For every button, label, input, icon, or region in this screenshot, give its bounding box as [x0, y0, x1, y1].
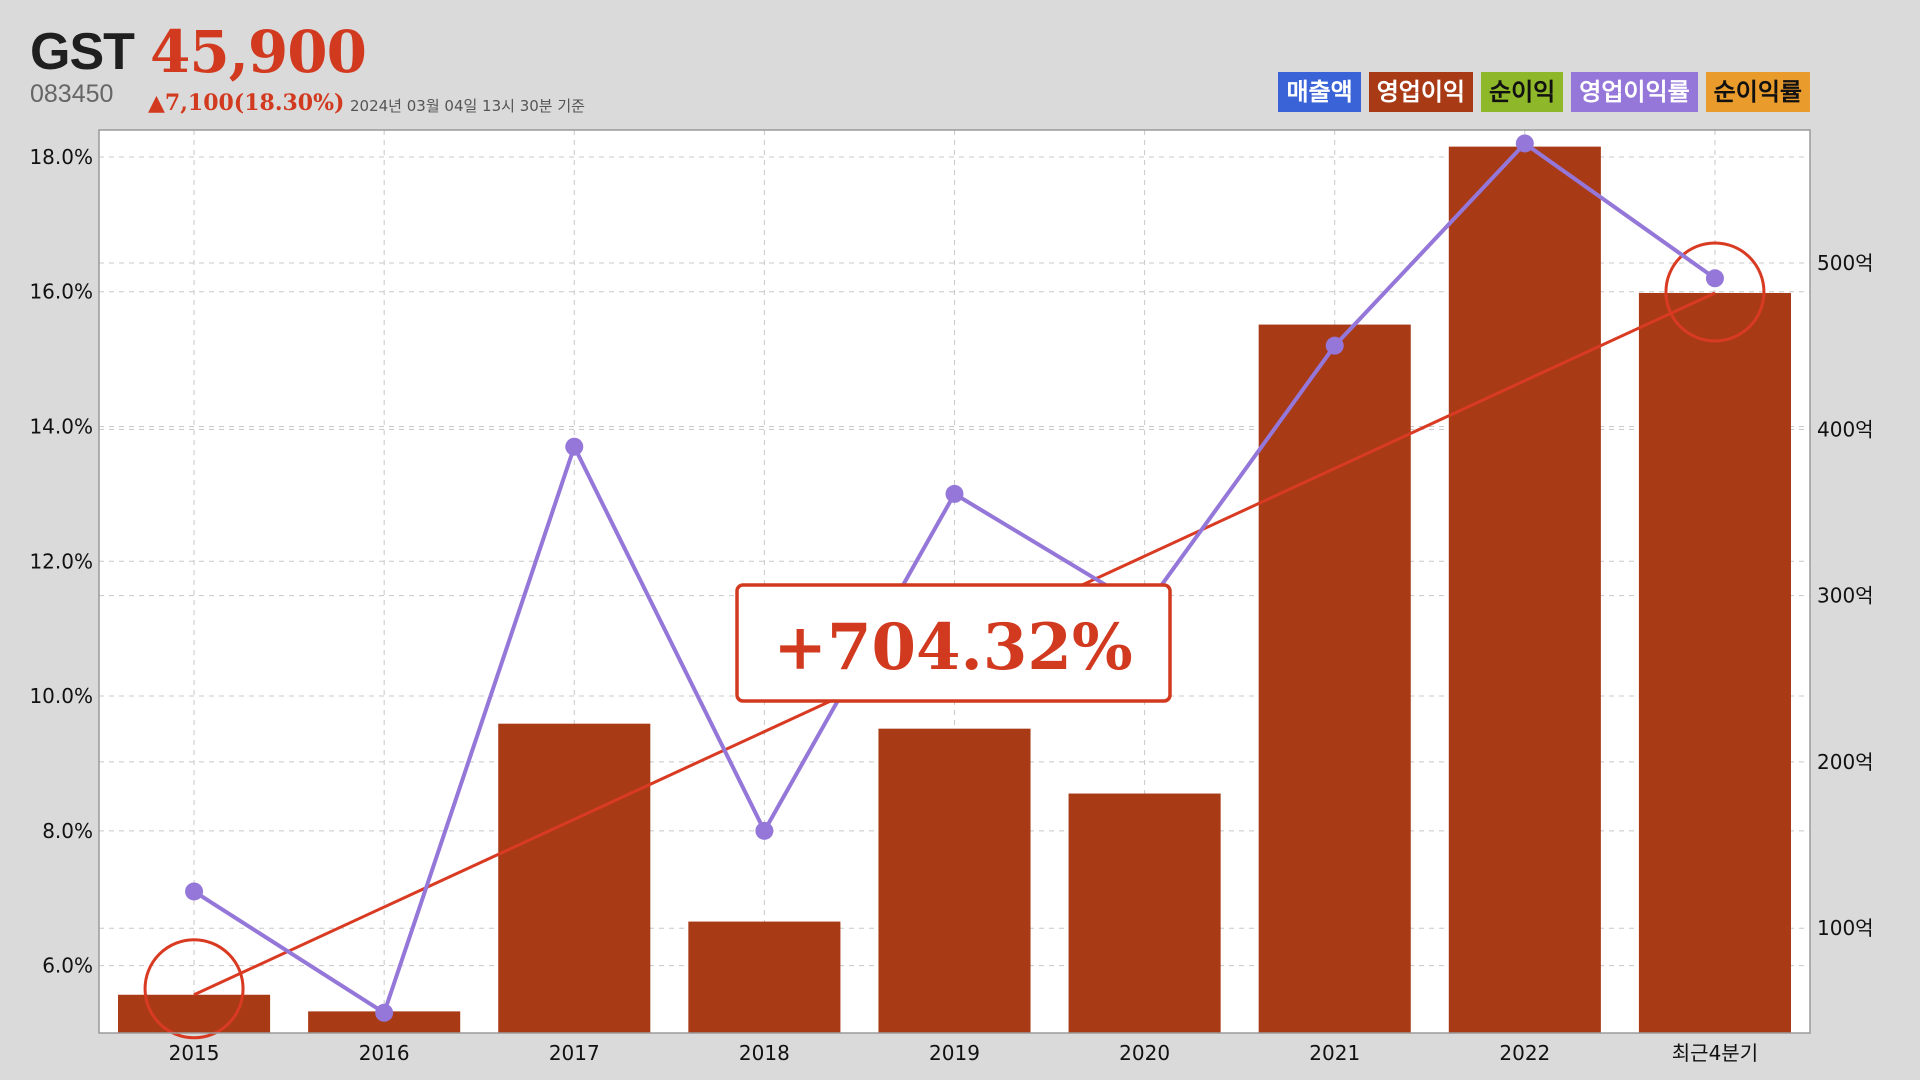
bar-2022: [1448, 146, 1601, 1034]
x-tick-label: 최근4분기: [1672, 1041, 1758, 1065]
legend-operating-profit[interactable]: 영업이익: [1368, 72, 1474, 112]
y-tick-right: 200억: [1817, 750, 1874, 774]
bar-최근4분기: [1638, 292, 1791, 1033]
margin-point-2018: [755, 821, 774, 840]
bar-2018: [688, 921, 841, 1033]
bar-2017: [498, 723, 651, 1033]
y-tick-left: 18.0%: [29, 145, 93, 169]
price-change: ▲7,100(18.30%): [148, 90, 345, 116]
margin-point-2017: [565, 437, 584, 456]
chart-legend: 매출액 영업이익 순이익 영업이익률 순이익률: [1278, 72, 1810, 112]
margin-point-2015: [185, 882, 204, 901]
legend-net-margin[interactable]: 순이익률: [1705, 72, 1810, 112]
legend-revenue[interactable]: 매출액: [1278, 72, 1361, 112]
y-tick-right: 400억: [1817, 417, 1874, 441]
margin-point-최근4분기: [1705, 269, 1724, 288]
trend-end-circle: [1664, 241, 1766, 343]
x-tick-label: 2020: [1119, 1041, 1170, 1065]
bar-2016: [308, 1011, 461, 1033]
x-tick-label: 2021: [1309, 1041, 1360, 1065]
margin-point-2016: [375, 1003, 394, 1022]
as-of-timestamp: 2024년 03월 04일 13시 30분 기준: [350, 97, 585, 115]
y-tick-left: 8.0%: [42, 819, 93, 843]
x-tick-label: 2017: [549, 1041, 600, 1065]
x-tick-label: 2018: [739, 1041, 790, 1065]
growth-annotation-box: [735, 583, 1172, 703]
margin-point-2022: [1515, 134, 1534, 153]
y-tick-right: 300억: [1817, 584, 1874, 608]
margin-point-2021: [1325, 336, 1344, 355]
y-tick-left: 14.0%: [29, 415, 93, 439]
trend-start-circle: [143, 938, 245, 1040]
y-tick-left: 6.0%: [42, 954, 93, 978]
x-tick-label: 2022: [1499, 1041, 1550, 1065]
bar-2019: [878, 728, 1031, 1033]
plot-border: [98, 129, 1811, 1034]
bar-2021: [1258, 324, 1411, 1033]
growth-annotation: +704.32%: [773, 610, 1132, 685]
x-tick-label: 2019: [929, 1041, 980, 1065]
y-tick-left: 10.0%: [29, 684, 93, 708]
y-tick-left: 12.0%: [29, 549, 93, 573]
ticker-name: GST: [30, 23, 135, 81]
stock-code: 083450: [30, 80, 114, 108]
y-tick-right: 500억: [1817, 251, 1874, 275]
bar-2020: [1068, 793, 1221, 1033]
legend-net-income[interactable]: 순이익: [1481, 72, 1564, 112]
legend-operating-margin[interactable]: 영업이익률: [1571, 72, 1698, 112]
current-price: 45,900: [150, 18, 367, 86]
margin-point-2019: [945, 484, 964, 503]
x-tick-label: 2016: [359, 1041, 410, 1065]
x-tick-label: 2015: [169, 1041, 220, 1065]
bar-2015: [118, 994, 271, 1033]
y-tick-right: 100억: [1817, 916, 1874, 940]
y-tick-left: 16.0%: [29, 280, 93, 304]
